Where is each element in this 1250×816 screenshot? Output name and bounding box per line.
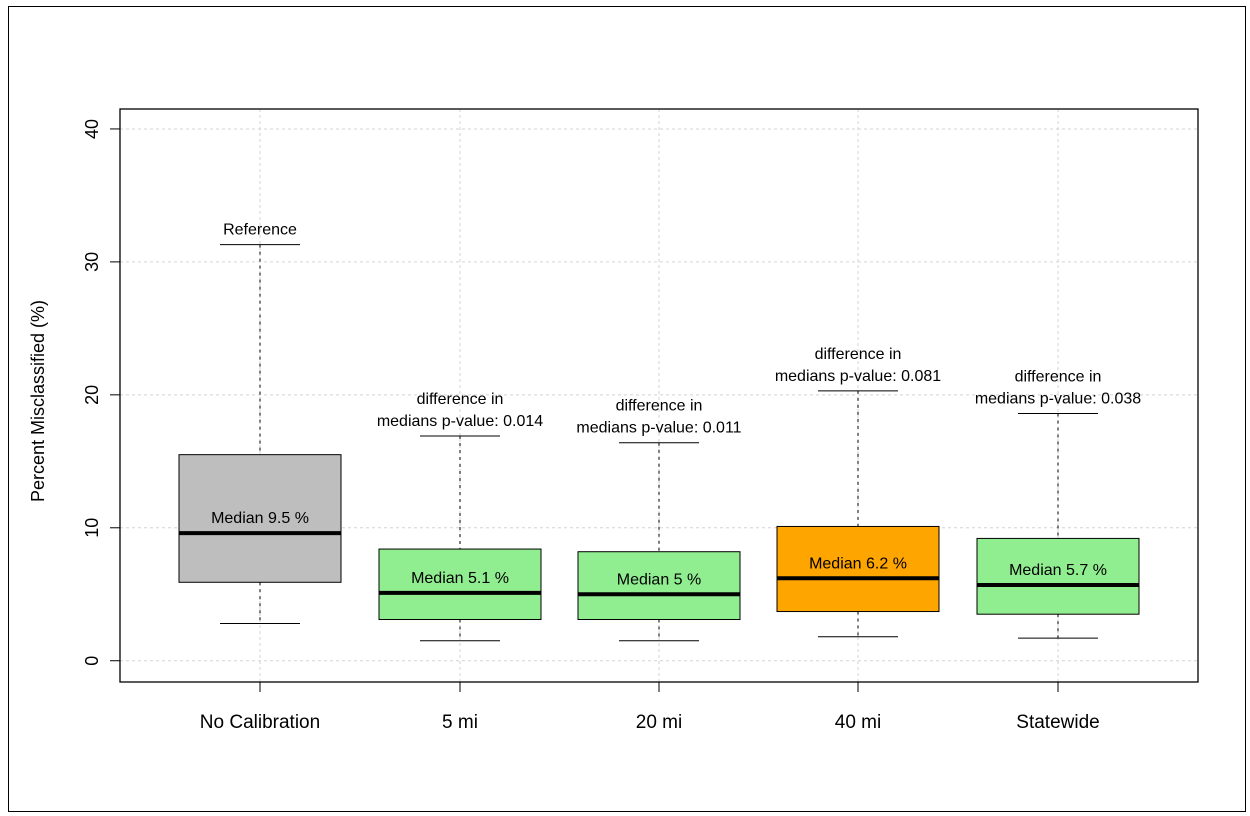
y-tick-label: 10 [82, 518, 102, 538]
annotation-text: difference in [616, 398, 703, 415]
box-iqr [976, 537, 1140, 615]
annotations: Median 9.5 % Reference Median 5.1 % differe… [211, 222, 1141, 589]
x-tick-label: 20 mi [636, 712, 682, 733]
box-iqr [378, 548, 542, 621]
median-label: Median 5.7 % [1009, 562, 1107, 579]
y-tick-label: 40 [82, 119, 102, 139]
median-label: Median 5 % [617, 571, 702, 588]
annotation-text: difference in [1015, 368, 1102, 385]
x-tick-label: 40 mi [835, 712, 881, 733]
median-label: Median 5.1 % [411, 570, 509, 587]
y-tick-label: 30 [82, 252, 102, 272]
annotation-text: medians p-value: 0.014 [377, 413, 543, 430]
x-tick-label: 5 mi [442, 712, 478, 733]
median-label: Median 6.2 % [809, 555, 907, 572]
x-tick-label: No Calibration [200, 712, 320, 733]
y-tick-label: 20 [82, 385, 102, 405]
box-iqr [776, 525, 940, 613]
annotation-text: medians p-value: 0.011 [576, 420, 741, 437]
figure-frame: Median 9.5 % Reference Median 5.1 % differe… [8, 6, 1246, 812]
annotation-text: difference in [815, 346, 902, 363]
box-plot: Median 9.5 % Reference Median 5.1 % differe… [28, 108, 1199, 733]
annotation-text: medians p-value: 0.038 [975, 390, 1141, 407]
y-axis-label: Percent Misclassified (%) [28, 300, 48, 502]
box-iqr [577, 551, 741, 621]
y-tick-label: 0 [82, 656, 102, 666]
annotation-text: medians p-value: 0.081 [775, 368, 941, 385]
median-label: Median 9.5 % [211, 510, 309, 527]
annotation-text: Reference [223, 222, 297, 239]
x-tick-label: Statewide [1016, 712, 1099, 733]
y-axis: 0 10 20 30 40 [82, 119, 120, 666]
box-iqr [178, 454, 342, 583]
box-series [178, 244, 1140, 642]
x-axis: No Calibration 5 mi 20 mi 40 mi Statewide [200, 682, 1100, 733]
annotation-text: difference in [417, 391, 504, 408]
